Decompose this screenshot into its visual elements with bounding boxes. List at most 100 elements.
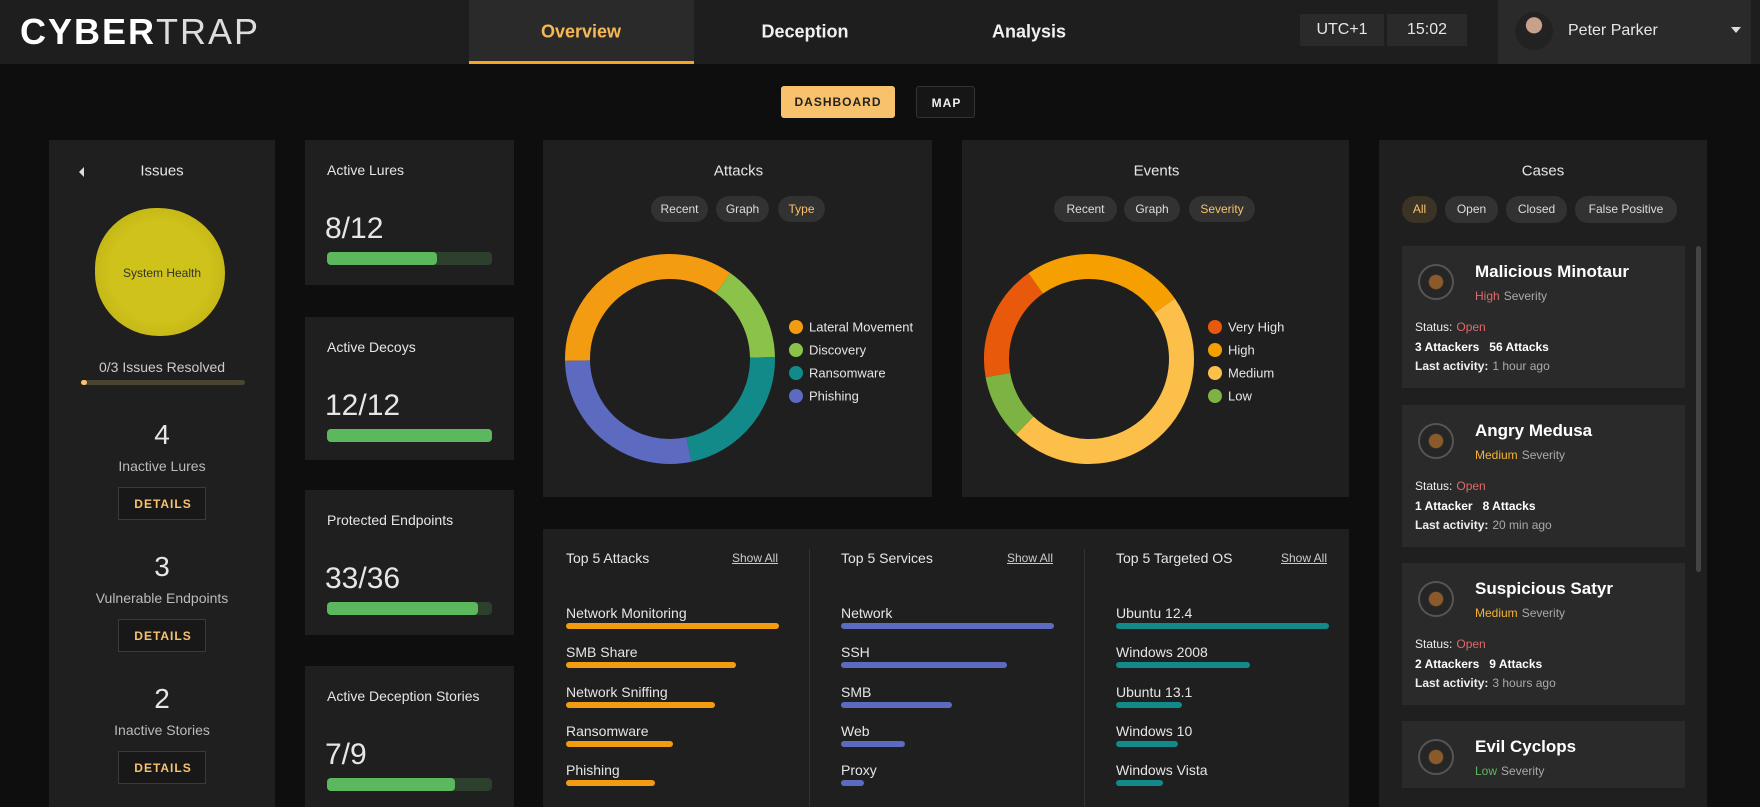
top5-card: Top 5 Attacks Show All Network Monitoring S… (543, 529, 1349, 807)
top5-title: Top 5 Attacks (566, 550, 650, 566)
case-attacks: 56 Attacks (1489, 340, 1549, 354)
top5-item-label: Proxy (841, 762, 877, 779)
donut-segment (715, 272, 775, 359)
case-counts-line: 1 Attacker 8 Attacks (1415, 499, 1536, 513)
chart-tab[interactable]: Graph (716, 196, 769, 222)
logo: CYBERTRAP (20, 11, 260, 53)
legend-label: High (1228, 342, 1255, 358)
legend-dot (1208, 389, 1222, 403)
details-button[interactable]: DETAILS (118, 487, 206, 520)
issue-count: 4 (154, 419, 170, 450)
top5-bar (566, 623, 779, 629)
top5-bar (841, 740, 905, 747)
top5-item-label: Ubuntu 13.1 (1116, 683, 1193, 700)
case-attacks: 8 Attacks (1482, 499, 1536, 513)
timezone: UTC+1 (1316, 21, 1368, 38)
back-arrow[interactable] (79, 167, 84, 177)
timezone-box[interactable] (1300, 14, 1384, 46)
top5-item-label: Ubuntu 12.4 (1116, 605, 1193, 621)
case-severity: Medium (1475, 606, 1518, 620)
case-icon (1418, 739, 1454, 775)
chart-tab[interactable]: Type (778, 196, 825, 222)
show-all-link[interactable]: Show All (1280, 551, 1327, 565)
top5-item-label: SMB (841, 683, 872, 700)
header: CYBERTRAP Overview Deception Analysis UTC+1 1… (0, 0, 1760, 64)
issues-card: Issues System Health 0/3 Issues Resolved 4 I… (49, 140, 275, 807)
nav-tab[interactable]: Deception (693, 0, 918, 64)
column-divider (809, 549, 810, 807)
case-severity-line: Medium Severity (1475, 448, 1565, 462)
top5-bar (1116, 740, 1178, 747)
stat-value: 7/9 (325, 738, 367, 771)
details-button[interactable]: DETAILS (118, 751, 206, 784)
chart-tab[interactable]: Recent (651, 196, 708, 222)
case-item[interactable]: Suspicious Satyr Medium Severity Status: Ope… (1402, 563, 1685, 705)
case-item[interactable]: Malicious Minotaur High Severity Status: Ope… (1402, 246, 1685, 388)
user-menu[interactable]: Peter Parker (1498, 0, 1751, 64)
case-attackers: 1 Attacker (1415, 499, 1473, 513)
chart-tab-label: Severity (1200, 202, 1244, 216)
nav-label: Analysis (991, 21, 1067, 42)
view-toggle-button[interactable]: DASHBOARD (781, 86, 895, 118)
legend-label: Low (1228, 388, 1252, 404)
details-button[interactable]: DETAILS (118, 619, 206, 652)
top5-bar (566, 701, 716, 708)
case-filter[interactable]: All (1402, 196, 1437, 223)
chart-tab[interactable]: Severity (1189, 196, 1255, 222)
details-label: DETAILS (134, 761, 192, 775)
case-name: Evil Cyclops (1475, 737, 1577, 756)
nav-label: Overview (540, 21, 622, 42)
case-activity-label: Last activity: (1415, 676, 1489, 690)
chart-tab[interactable]: Recent (1054, 196, 1117, 222)
case-status-line: Status: Open (1415, 479, 1486, 493)
nav-tab[interactable]: Analysis (917, 0, 1142, 64)
legend-dot (789, 343, 803, 357)
case-filter-label: False Positive (1588, 202, 1664, 216)
stat-value: 12/12 (325, 389, 401, 422)
case-severity-line: Medium Severity (1475, 606, 1565, 620)
panel-title: Events (1133, 162, 1180, 180)
case-status: Open (1456, 637, 1486, 651)
top5-item-label: Web (841, 722, 870, 739)
top5-bar (1116, 780, 1163, 787)
case-status: Open (1456, 320, 1486, 334)
nav-tab[interactable]: Overview (469, 0, 694, 64)
case-severity-text: Severity (1503, 289, 1548, 303)
time: 15:02 (1406, 21, 1448, 38)
case-severity: High (1475, 289, 1500, 303)
case-attackers: 3 Attackers (1415, 340, 1480, 354)
case-item[interactable]: Evil Cyclops Low Severity (1402, 721, 1685, 788)
case-activity-line: Last activity: 3 hours ago (1415, 676, 1556, 690)
top5-bar (1116, 701, 1183, 708)
case-counts-line: 3 Attackers 56 Attacks (1415, 340, 1549, 354)
time-box (1387, 14, 1467, 46)
chart-tab[interactable]: Graph (1124, 196, 1180, 222)
show-all-link[interactable]: Show All (731, 551, 778, 565)
case-icon (1418, 264, 1454, 300)
avatar (1515, 12, 1553, 50)
case-item[interactable]: Angry Medusa Medium Severity Status: Open 1 A… (1402, 405, 1685, 547)
case-status-label: Status: (1415, 637, 1453, 651)
case-attackers: 2 Attackers (1415, 657, 1480, 671)
case-activity: 3 hours ago (1492, 676, 1556, 690)
case-filter-label: All (1412, 202, 1427, 216)
issue-label: Vulnerable Endpoints (95, 590, 229, 606)
case-status-label: Status: (1415, 320, 1453, 334)
case-severity-text: Severity (1521, 448, 1566, 462)
case-filter[interactable]: Closed (1506, 196, 1567, 223)
resolved-fill (81, 380, 87, 385)
show-all-link[interactable]: Show All (1006, 551, 1053, 565)
case-filter[interactable]: Open (1445, 196, 1498, 223)
cases-card: Cases All Open Closed False Positive Maliciou… (1379, 140, 1707, 807)
stat-bar (327, 252, 437, 265)
donut-segment (685, 357, 775, 462)
stat-bar (327, 429, 492, 442)
stat-label: Active Lures (327, 162, 405, 178)
stat-value: 8/12 (325, 212, 384, 245)
view-toggle-button[interactable]: MAP (916, 86, 975, 118)
case-filter[interactable]: False Positive (1575, 196, 1677, 223)
case-severity-text: Severity (1521, 606, 1566, 620)
details-label: DETAILS (134, 629, 192, 643)
stat-value: 33/36 (325, 562, 401, 595)
dropdown-arrow (1731, 27, 1741, 33)
